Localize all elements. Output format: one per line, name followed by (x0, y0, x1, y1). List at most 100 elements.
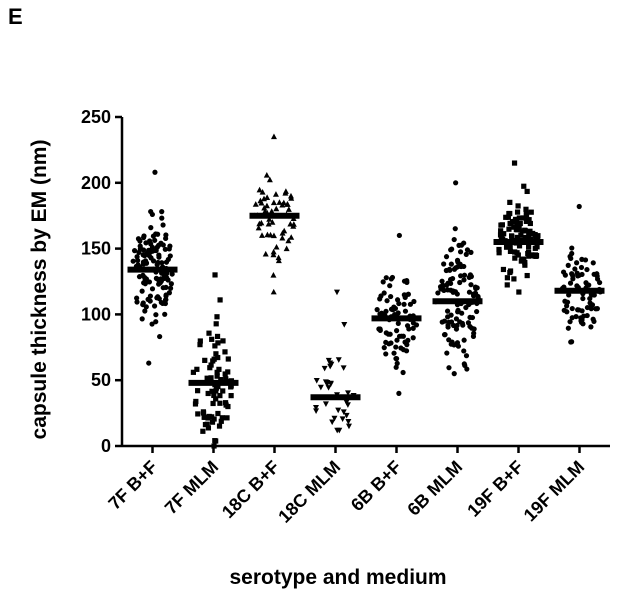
data-point (468, 282, 474, 288)
data-point (394, 297, 401, 303)
data-point (158, 299, 164, 306)
data-point (575, 307, 581, 313)
data-point (459, 310, 465, 316)
data-point (505, 214, 511, 220)
data-point (441, 318, 448, 324)
data-point (341, 322, 348, 328)
y-axis: 0 50 100 150 200 250 (81, 107, 124, 456)
data-point (312, 405, 319, 411)
data-point (149, 286, 156, 292)
data-point (526, 244, 532, 250)
data-point (279, 234, 286, 241)
data-point (202, 357, 208, 363)
data-point (200, 428, 206, 434)
data-point (470, 333, 477, 339)
data-point (463, 353, 470, 359)
data-point (527, 228, 533, 234)
data-point (511, 276, 517, 282)
data-point (507, 248, 514, 255)
data-point (457, 279, 463, 286)
data-point (400, 369, 406, 376)
data-point (328, 361, 335, 368)
data-point (514, 219, 520, 225)
data-point (339, 416, 346, 422)
data-point (215, 410, 221, 417)
data-point (471, 291, 478, 297)
data-point (578, 264, 585, 271)
data-point (461, 272, 468, 278)
data-point (167, 285, 174, 291)
data-point (451, 236, 457, 243)
data-point (590, 260, 596, 266)
data-point (284, 201, 291, 207)
data-point (321, 365, 328, 372)
data-point (567, 319, 573, 325)
data-point (461, 240, 467, 246)
data-point (445, 287, 451, 293)
data-point (279, 201, 286, 208)
data-point (457, 261, 463, 267)
data-point (228, 393, 234, 399)
data-point (205, 376, 211, 382)
data-point (202, 422, 209, 428)
data-point (496, 246, 502, 253)
data-point (327, 381, 334, 387)
data-point (143, 304, 149, 310)
data-point (435, 290, 441, 296)
data-point (401, 292, 407, 298)
x-axis-title: serotype and medium (229, 566, 446, 589)
data-point (150, 258, 157, 264)
data-point (530, 230, 536, 237)
data-point (272, 191, 279, 197)
data-point (149, 211, 155, 218)
y-tick-label: 0 (101, 436, 111, 456)
data-point (270, 133, 277, 140)
data-point (411, 298, 417, 305)
data-point (512, 255, 518, 261)
data-point (451, 371, 457, 377)
data-point (325, 385, 332, 391)
data-point (213, 351, 219, 357)
data-point (160, 222, 166, 228)
y-tick-label: 250 (81, 107, 111, 127)
data-point (156, 252, 162, 258)
data-point (212, 343, 218, 349)
data-point (140, 247, 147, 253)
data-point (381, 345, 387, 351)
data-point (165, 277, 171, 283)
data-point (343, 399, 350, 406)
data-point (211, 392, 217, 399)
data-point (331, 415, 338, 422)
data-point (257, 197, 264, 204)
data-point (154, 262, 160, 268)
data-point (317, 384, 324, 391)
data-point (345, 390, 352, 396)
data-point (395, 320, 401, 327)
data-point (151, 303, 158, 309)
data-point (377, 296, 383, 302)
data-point (503, 214, 509, 220)
data-point (534, 244, 540, 250)
data-point (507, 199, 513, 205)
data-point (169, 271, 175, 277)
data-point (142, 274, 148, 281)
data-point (588, 303, 594, 310)
data-point (524, 188, 530, 195)
data-point (447, 276, 454, 283)
data-point (380, 279, 386, 285)
data-point (266, 216, 273, 222)
data-point (504, 282, 510, 288)
data-point (565, 325, 571, 331)
data-point (591, 318, 597, 325)
data-point (215, 340, 221, 346)
data-point (455, 307, 461, 313)
data-point (396, 333, 403, 339)
data-point (190, 369, 196, 375)
y-tick-label: 200 (81, 173, 111, 193)
data-point (522, 227, 528, 233)
data-point (212, 438, 218, 444)
data-point (569, 315, 575, 321)
data-point (468, 249, 474, 255)
data-point (266, 176, 273, 183)
